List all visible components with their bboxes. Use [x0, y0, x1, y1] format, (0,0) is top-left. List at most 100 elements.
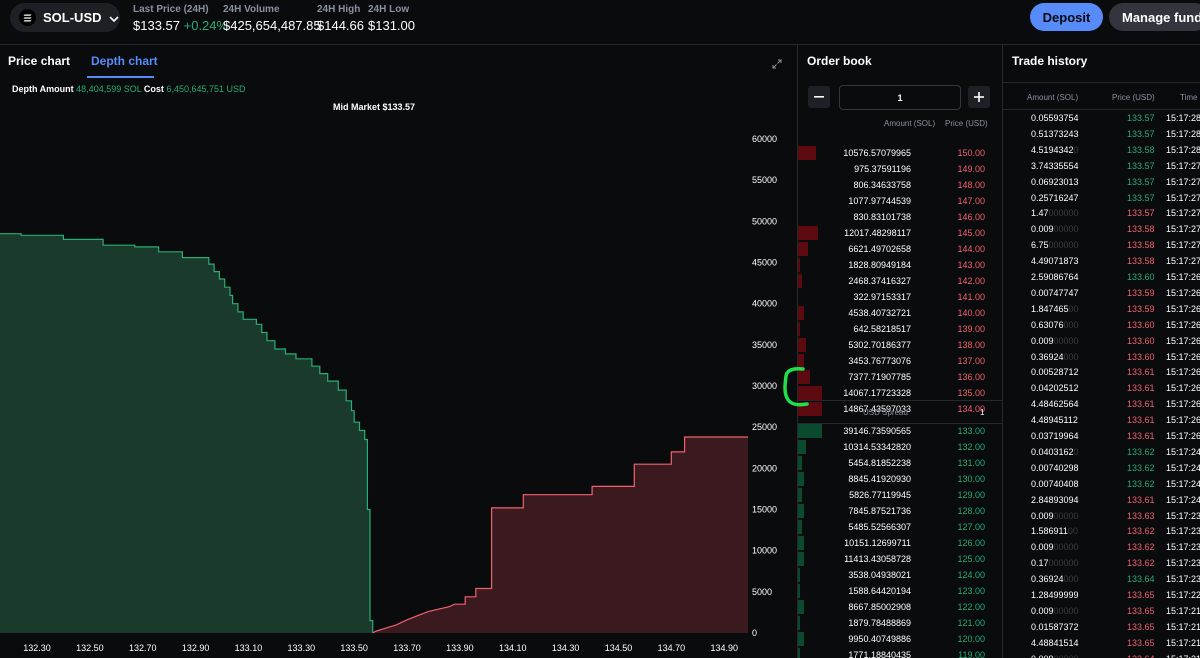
- bid-row[interactable]: 10314.53342820 132.00: [798, 439, 1002, 455]
- ask-row[interactable]: 4538.40732721 140.00: [798, 305, 1002, 321]
- trade-row: 1.84746500 133.59 15:17:26: [1003, 301, 1200, 317]
- y-tick-label: 20000: [752, 463, 777, 473]
- ask-row[interactable]: 830.83101738 146.00: [798, 209, 1002, 225]
- trade-row: 4.51943420 133.58 15:17:28: [1003, 142, 1200, 158]
- trade-amount-value: 4.48462564: [1031, 399, 1079, 410]
- high-value: $144.66: [317, 18, 364, 33]
- x-tick-label: 133.30: [288, 643, 316, 653]
- trade-price: 133.57: [1127, 113, 1155, 123]
- trade-row: 0.04031620 133.62 15:17:24: [1003, 444, 1200, 460]
- deposit-button[interactable]: Deposit: [1030, 3, 1103, 31]
- ask-row[interactable]: 6621.49702658 144.00: [798, 241, 1002, 257]
- col-price-header: Price (USD): [945, 119, 988, 128]
- trade-amount: 4.48945112: [1031, 415, 1078, 425]
- ask-row[interactable]: 1828.80949184 143.00: [798, 257, 1002, 273]
- ask-amount: 4538.40732721: [848, 308, 911, 318]
- ask-row[interactable]: 10576.57079965 150.00: [798, 145, 1002, 161]
- ask-row[interactable]: 5302.70186377 138.00: [798, 337, 1002, 353]
- trade-time: 15:17:27: [1166, 240, 1200, 251]
- trade-price: 133.58: [1127, 256, 1155, 267]
- ask-row[interactable]: 1077.97744539 147.00: [798, 193, 1002, 209]
- bid-price: 131.00: [957, 458, 985, 468]
- bid-row[interactable]: 5454.81852238 131.00: [798, 455, 1002, 471]
- trade-price: 133.61: [1127, 494, 1155, 505]
- trade-time: 15:17:26: [1166, 272, 1200, 282]
- trade-time: 15:17:28: [1166, 113, 1200, 123]
- tab-price-chart[interactable]: Price chart: [8, 54, 71, 68]
- trade-amount: 0.36924000: [1031, 574, 1079, 584]
- trade-row: 2.59086764 133.60 15:17:26: [1003, 269, 1200, 285]
- bid-row[interactable]: 7845.87521736 128.00: [798, 503, 1002, 519]
- trade-row: 4.48462564 133.61 15:17:26: [1003, 396, 1200, 412]
- depth-bar: [798, 440, 807, 454]
- trade-amount-padding: 00: [1067, 526, 1078, 537]
- trade-time: 15:17:24: [1166, 478, 1200, 489]
- expand-icon[interactable]: [772, 56, 782, 69]
- trade-price: 133.65: [1127, 590, 1155, 600]
- ask-row[interactable]: 975.37591196 149.00: [798, 161, 1002, 177]
- bid-row[interactable]: 1588.64420194 123.00: [798, 583, 1002, 599]
- tab-depth-chart[interactable]: Depth chart: [91, 54, 158, 68]
- bid-price: 130.00: [957, 474, 985, 484]
- bid-row[interactable]: 1879.78488869 121.00: [798, 615, 1002, 631]
- pair-selector[interactable]: SOL-USD: [10, 3, 120, 32]
- bid-price: 133.00: [957, 426, 985, 436]
- ask-row[interactable]: 2468.37416327 142.00: [798, 273, 1002, 289]
- ask-amount: 322.97153317: [853, 292, 911, 302]
- trade-price: 133.60: [1127, 351, 1155, 362]
- trade-amount-padding: 00000: [1054, 654, 1079, 658]
- bid-price: 132.00: [957, 442, 985, 452]
- ask-row[interactable]: 642.58218517 139.00: [798, 321, 1002, 337]
- x-tick-label: 133.70: [393, 643, 421, 653]
- depth-bar: [798, 472, 805, 486]
- trade-price: 133.58: [1127, 224, 1155, 235]
- depth-chart[interactable]: 0 5000 10000 15000 20000 25000 30000 35000 40000…: [0, 45, 797, 658]
- y-tick-label: 60000: [752, 134, 777, 144]
- aggregation-input[interactable]: 1: [839, 85, 961, 110]
- bid-row[interactable]: 3538.04938021 124.00: [798, 567, 1002, 583]
- bid-row[interactable]: 10151.12699711 126.00: [798, 535, 1002, 551]
- bid-row[interactable]: 8845.41920930 130.00: [798, 471, 1002, 487]
- trade-amount-value: 0.36924: [1031, 574, 1064, 585]
- cost-label: Cost: [143, 84, 164, 94]
- trade-amount-padding: 00000: [1053, 335, 1079, 346]
- bid-amount: 10314.53342820: [843, 442, 911, 452]
- trade-amount-value: 0.0403162: [1031, 446, 1074, 457]
- ask-row[interactable]: 12017.48298117 145.00: [798, 225, 1002, 241]
- depth-bar: [798, 552, 805, 566]
- trade-price: 133.62: [1127, 558, 1155, 569]
- manage-funds-button[interactable]: Manage funds: [1109, 3, 1200, 31]
- trade-row: 0.51373243 133.57 15:17:28: [1003, 126, 1200, 142]
- trade-row: 1.58691100 133.62 15:17:23: [1003, 523, 1200, 539]
- trade-amount-value: 4.48841514: [1031, 637, 1079, 648]
- trade-amount-value: 0.009: [1031, 510, 1054, 521]
- trade-amount: 0.00747747: [1031, 288, 1079, 298]
- decrement-button[interactable]: [808, 86, 830, 108]
- bid-row[interactable]: 5826.77119945 129.00: [798, 487, 1002, 503]
- ask-row[interactable]: 806.34633758 148.00: [798, 177, 1002, 193]
- ask-row[interactable]: 322.97153317 141.00: [798, 289, 1002, 305]
- bid-row[interactable]: 5485.52566307 127.00: [798, 519, 1002, 535]
- trade-price: 133.59: [1127, 303, 1155, 314]
- trade-amount-value: 4.49071873: [1031, 256, 1079, 267]
- bid-row[interactable]: 8667.85002908 122.00: [798, 599, 1002, 615]
- increment-button[interactable]: [968, 86, 990, 108]
- trade-amount-padding: 0: [1073, 446, 1079, 457]
- ask-row[interactable]: 14067.17723328 135.00: [798, 385, 1002, 401]
- bid-row[interactable]: 1771.18840435 119.00: [798, 647, 1002, 658]
- trade-amount: 4.48841514: [1031, 638, 1079, 648]
- bid-price: 123.00: [957, 586, 985, 596]
- trade-time: 15:17:24: [1166, 494, 1200, 505]
- trade-amount: 1.84746500: [1031, 304, 1079, 314]
- bid-row[interactable]: 11413.43058728 125.00: [798, 551, 1002, 567]
- price-change: +0.24%: [183, 18, 229, 33]
- depth-bar: [798, 488, 803, 502]
- trade-price: 133.62: [1127, 526, 1155, 537]
- trade-time: 15:17:23: [1166, 542, 1200, 553]
- ask-row[interactable]: 7377.71907785 136.00: [798, 369, 1002, 385]
- bid-row[interactable]: 9950.40749886 120.00: [798, 631, 1002, 647]
- stat-last-price: Last Price (24H) $133.57 +0.24%: [133, 4, 228, 33]
- bid-row[interactable]: 39146.73590565 133.00: [798, 423, 1002, 439]
- ask-row[interactable]: 3453.76773076 137.00: [798, 353, 1002, 369]
- trade-time: 15:17:27: [1166, 256, 1200, 267]
